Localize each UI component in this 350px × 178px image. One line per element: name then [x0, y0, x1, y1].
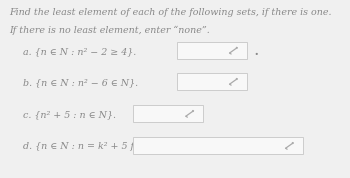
Bar: [177, 73, 247, 90]
Text: .: .: [253, 42, 259, 59]
Bar: [177, 42, 247, 59]
Text: a. {n ∈ N : n² − 2 ≥ 4}.: a. {n ∈ N : n² − 2 ≥ 4}.: [23, 47, 136, 56]
Text: Find the least element of each of the following sets, if there is one.: Find the least element of each of the fo…: [9, 8, 331, 17]
Text: c. {n² + 5 : n ∈ N}.: c. {n² + 5 : n ∈ N}.: [23, 110, 116, 119]
Bar: [133, 105, 203, 122]
Text: b. {n ∈ N : n² − 6 ∈ N}.: b. {n ∈ N : n² − 6 ∈ N}.: [23, 78, 138, 87]
Text: d. {n ∈ N : n = k² + 5 for some k ∈ N}.: d. {n ∈ N : n = k² + 5 for some k ∈ N}.: [23, 142, 211, 151]
Text: If there is no least element, enter “none”.: If there is no least element, enter “non…: [9, 26, 210, 35]
Bar: [133, 137, 303, 154]
